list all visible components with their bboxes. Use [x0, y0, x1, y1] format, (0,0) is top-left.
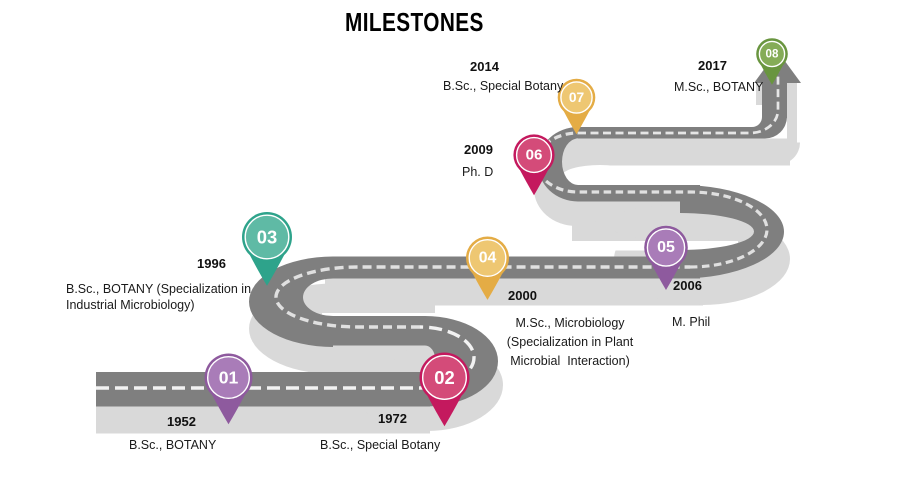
svg-text:08: 08 — [766, 48, 779, 61]
svg-text:02: 02 — [434, 367, 454, 388]
svg-text:06: 06 — [526, 147, 543, 164]
svg-text:03: 03 — [257, 227, 277, 248]
svg-text:04: 04 — [479, 250, 497, 267]
svg-text:05: 05 — [657, 239, 675, 256]
svg-text:07: 07 — [569, 90, 585, 105]
svg-text:01: 01 — [219, 368, 239, 388]
